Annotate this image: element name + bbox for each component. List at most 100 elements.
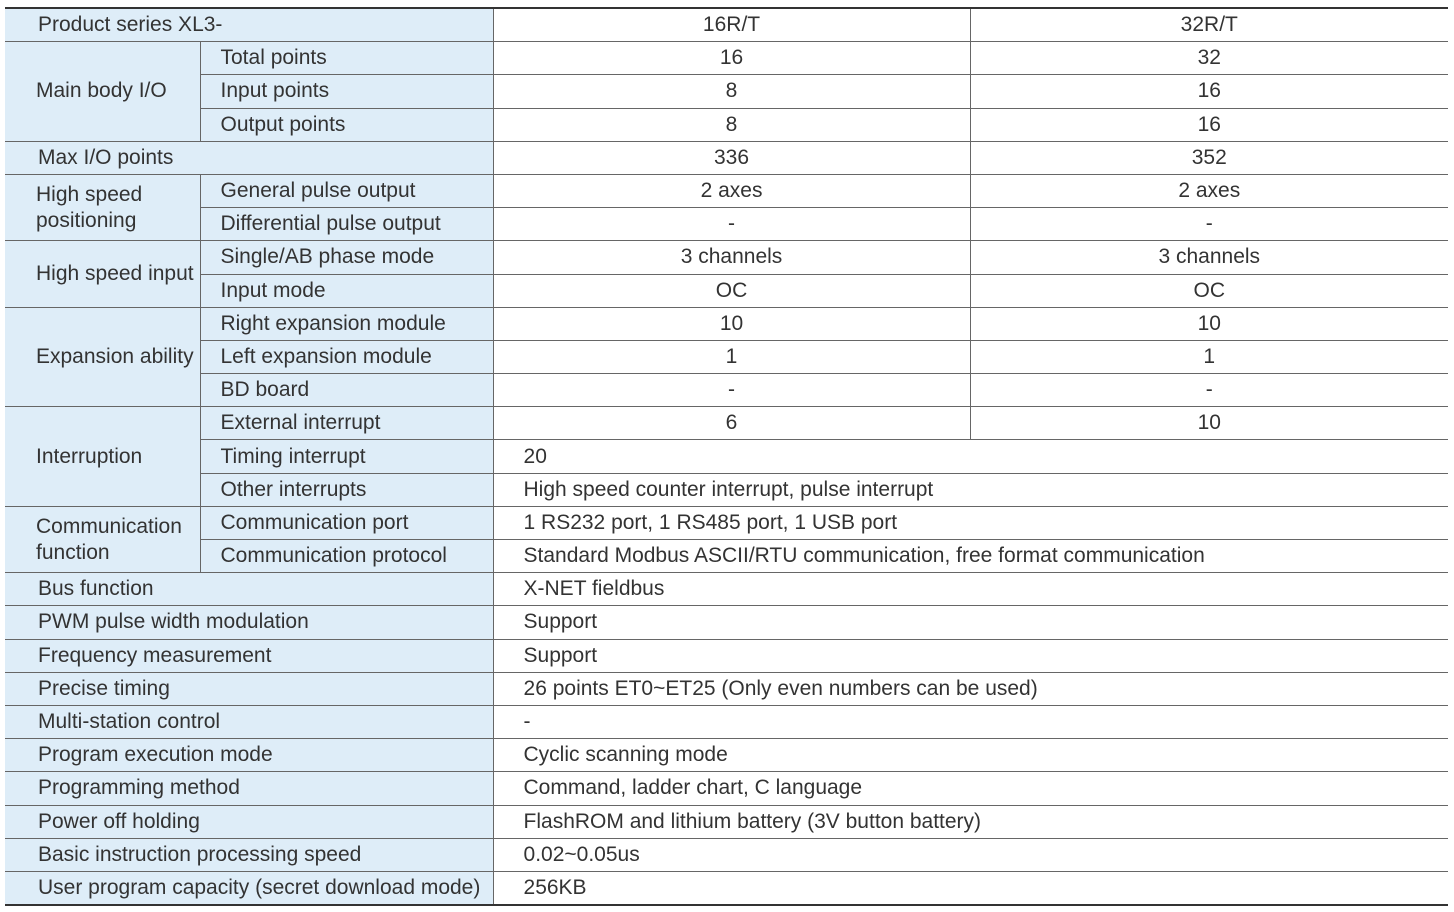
spec-value: - (969, 207, 1449, 242)
table-row: Expansion ability Right expansion module 1… (5, 306, 1449, 408)
model-header: 16R/T (492, 7, 971, 43)
spec-value: - (492, 704, 1449, 740)
table-row: Input points 8 16 (5, 74, 1449, 109)
spec-label: Output points (200, 107, 494, 142)
spec-table: Product series XL3- 16R/T 32R/T Main body I… (5, 7, 1449, 907)
spec-value: Support (492, 638, 1449, 673)
table-row: Basic instruction processing speed 0.02~0… (5, 837, 1449, 872)
group-label: Expansion ability (5, 306, 201, 408)
spec-value: 2 axes (969, 173, 1449, 209)
spec-value: 256KB (492, 870, 1449, 906)
table-row: Differential pulse output - - (5, 207, 1449, 242)
spec-value: 10 (492, 306, 971, 341)
spec-label: Power off holding (5, 804, 494, 839)
spec-value: 3 channels (492, 240, 971, 275)
spec-value: 352 (969, 140, 1449, 175)
spec-label: Right expansion module (199, 306, 494, 341)
table-row: Program execution mode Cyclic scanning mo… (5, 738, 1449, 773)
spec-label: Multi-station control (5, 704, 494, 740)
spec-label: Programming method (5, 771, 494, 806)
header-label: Product series XL3- (5, 7, 494, 43)
table-row: High speed positioning General pulse outp… (5, 173, 1449, 242)
table-row: Programming method Command, ladder chart,… (5, 771, 1449, 806)
spec-label: Left expansion module (200, 339, 494, 375)
table-row: Interruption External interrupt 6 10 (5, 406, 1449, 507)
spec-value: 10 (969, 406, 1449, 441)
spec-value: Cyclic scanning mode (492, 738, 1449, 773)
spec-value: OC (492, 273, 971, 308)
spec-value: 32 (969, 41, 1449, 76)
spec-label: BD board (200, 373, 494, 408)
spec-label: Timing interrupt (200, 439, 494, 474)
spec-value: 20 (492, 439, 1449, 474)
spec-value: - (492, 373, 971, 408)
spec-value: 16 (969, 74, 1449, 109)
spec-label: Other interrupts (200, 472, 494, 507)
spec-value: 8 (492, 107, 971, 142)
spec-label: Input mode (200, 273, 494, 308)
spec-value: High speed counter interrupt, pulse inte… (492, 472, 1449, 507)
spec-value: X-NET fieldbus (492, 572, 1449, 607)
spec-label: Bus function (5, 572, 494, 607)
spec-label: Max I/O points (5, 140, 494, 175)
table-row: Precise timing 26 points ET0~ET25 (Only e… (5, 671, 1449, 706)
group-label: High speed positioning (5, 173, 201, 242)
table-row: PWM pulse width modulation Support (5, 605, 1449, 640)
group-label: Communication function (5, 505, 201, 574)
spec-value: 0.02~0.05us (492, 837, 1449, 872)
spec-value: 2 axes (492, 173, 971, 209)
table-row: Multi-station control - (5, 704, 1449, 740)
spec-value: 6 (492, 406, 971, 441)
table-row: Main body I/O Total points 16 32 (5, 41, 1449, 142)
group-label: High speed input (5, 240, 201, 308)
table-row: User program capacity (secret download m… (5, 870, 1449, 906)
spec-label: Basic instruction processing speed (5, 837, 494, 872)
table-row: Frequency measurement Support (5, 638, 1449, 673)
spec-label: Differential pulse output (200, 207, 494, 242)
spec-value: 26 points ET0~ET25 (Only even numbers ca… (492, 671, 1449, 706)
spec-label: Input points (200, 74, 494, 109)
spec-value: 10 (969, 306, 1449, 341)
table-row: Bus function X-NET fieldbus (5, 572, 1449, 607)
table-row: Product series XL3- 16R/T 32R/T (5, 7, 1449, 43)
table-row: Communication function Communication port… (5, 505, 1449, 574)
spec-label: User program capacity (secret download m… (5, 870, 494, 906)
spec-value: 336 (492, 140, 971, 175)
spec-value: 1 RS232 port, 1 RS485 port, 1 USB port (492, 505, 1449, 541)
spec-value: 1 (969, 339, 1449, 375)
model-header: 32R/T (969, 7, 1449, 43)
spec-value: 1 (492, 339, 971, 375)
spec-label: External interrupt (199, 406, 494, 441)
table-row: Power off holding FlashROM and lithium ba… (5, 804, 1449, 839)
spec-value: 8 (492, 74, 971, 109)
spec-label: Single/AB phase mode (199, 240, 494, 275)
table-row: Communication protocol Standard Modbus AS… (5, 538, 1449, 574)
spec-value: 16 (492, 41, 971, 76)
table-row: BD board - - (5, 373, 1449, 408)
spec-value: Command, ladder chart, C language (492, 771, 1449, 806)
group-label: Interruption (5, 406, 201, 507)
spec-label: Total points (199, 41, 494, 76)
spec-label: General pulse output (199, 173, 494, 209)
spec-value: 3 channels (969, 240, 1449, 275)
spec-value: FlashROM and lithium battery (3V button … (492, 804, 1449, 839)
table-row: Max I/O points 336 352 (5, 140, 1449, 175)
spec-value: - (969, 373, 1449, 408)
spec-value: 16 (969, 107, 1449, 142)
spec-value: Standard Modbus ASCII/RTU communication,… (492, 538, 1449, 574)
spec-label: Frequency measurement (5, 638, 494, 673)
spec-label: PWM pulse width modulation (5, 605, 494, 640)
table-row: High speed input Single/AB phase mode 3 ch… (5, 240, 1449, 308)
spec-label: Program execution mode (5, 738, 494, 773)
spec-label: Communication protocol (200, 538, 494, 574)
table-row: Other interrupts High speed counter inter… (5, 472, 1449, 507)
spec-label: Communication port (199, 505, 494, 541)
table-row: Output points 8 16 (5, 107, 1449, 142)
spec-value: OC (969, 273, 1449, 308)
spec-label: Precise timing (5, 671, 494, 706)
table-row: Timing interrupt 20 (5, 439, 1449, 474)
spec-value: Support (492, 605, 1449, 640)
table-row: Left expansion module 1 1 (5, 339, 1449, 375)
spec-value: - (492, 207, 971, 242)
group-label: Main body I/O (5, 41, 201, 142)
